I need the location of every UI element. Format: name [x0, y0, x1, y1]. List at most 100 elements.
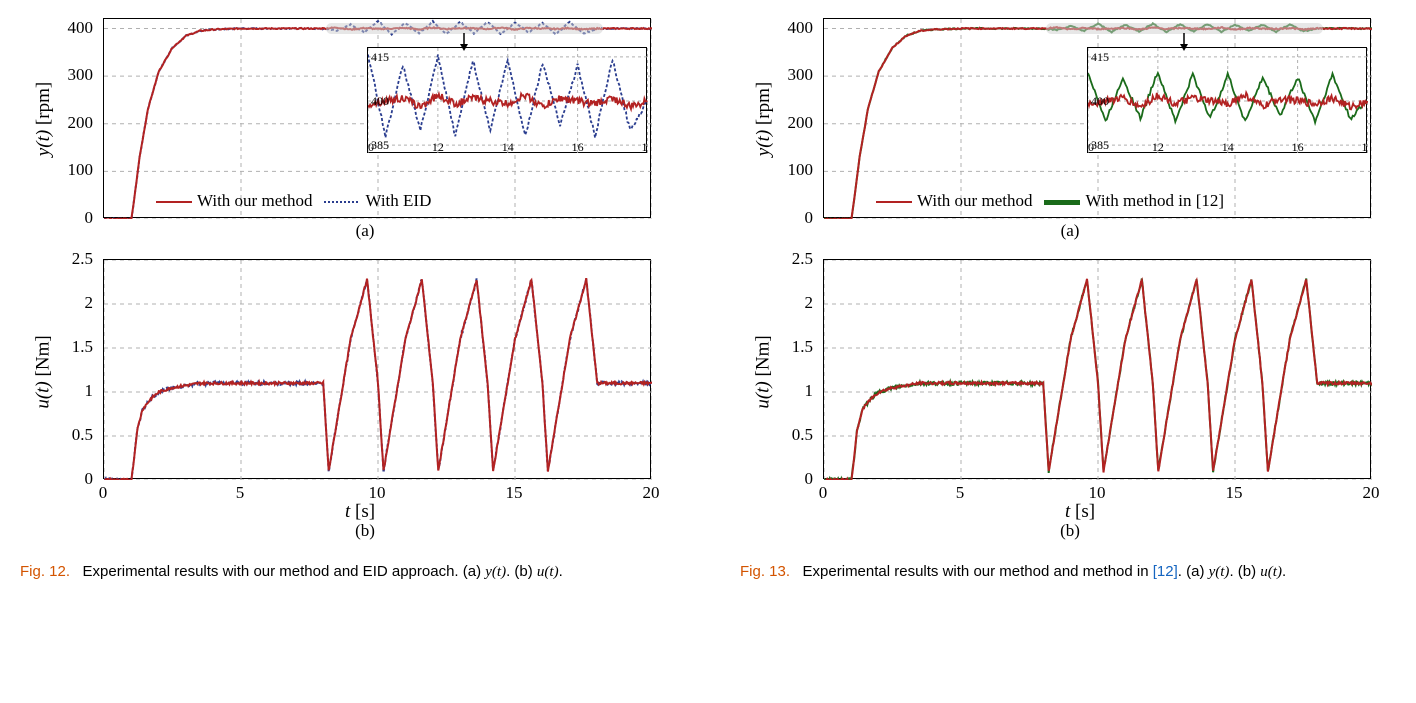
svg-text:400: 400 [371, 94, 389, 108]
subcaption-b-right: (b) [735, 521, 1405, 541]
figure-13: 1012141618385400415 With our method With… [735, 8, 1405, 584]
ytick-label: 300 [788, 65, 814, 85]
xtick-label: 5 [956, 483, 965, 503]
caption-fig12-pre: Experimental results with our method and… [83, 563, 486, 580]
ylabel-a-right: y(t) [rpm] [753, 82, 775, 156]
panel-b-left: u(t) [Nm] t [s] (b) 00.511.522.505101520 [15, 243, 715, 543]
svg-text:16: 16 [1292, 140, 1304, 154]
inset-a-left: 1012141618385400415 [367, 47, 646, 153]
ytick-label: 0 [85, 208, 94, 228]
caption-fig13-post: . (a) [1178, 563, 1209, 580]
inset-svg-a-right: 1012141618385400415 [1088, 48, 1367, 154]
ylabel-b-right-math: u(t) [753, 381, 774, 408]
plot-svg-b-left [104, 260, 652, 480]
panel-b-right: u(t) [Nm] t [s] (b) 0 0.5 1 1.5 2 2.5 0 5 10 15 20 [735, 243, 1405, 543]
ylabel-b-left: u(t) [Nm] [33, 335, 55, 408]
xlabel-b-left-unit: [s] [350, 501, 375, 522]
inset-svg-a-left: 1012141618385400415 [368, 48, 647, 154]
legend-label: With our method [917, 191, 1032, 210]
xtick-label: 15 [506, 483, 523, 503]
legend-label: With our method [197, 191, 312, 210]
legend-label: With EID [365, 191, 431, 210]
ylabel-a-left-math: y(t) [33, 130, 54, 156]
ytick-label: 2.5 [72, 249, 93, 269]
subcaption-a-right: (a) [735, 221, 1405, 241]
subcaption-b-left: (b) [15, 521, 715, 541]
plot-area-b-right [823, 259, 1371, 479]
legend-a-left: With our method With EID [156, 191, 443, 211]
svg-text:12: 12 [432, 140, 444, 154]
caption-fig13-num: Fig. 13. [740, 563, 790, 580]
ytick-label: 0.5 [72, 425, 93, 445]
ylabel-b-right: u(t) [Nm] [753, 335, 775, 408]
caption-fig13-end: . [1282, 563, 1286, 580]
ytick-label: 400 [68, 18, 94, 38]
svg-text:14: 14 [502, 140, 514, 154]
svg-text:16: 16 [572, 140, 584, 154]
caption-fig12-mid: . (b) [506, 563, 537, 580]
ytick-label: 1 [805, 381, 814, 401]
ytick-label: 100 [788, 160, 814, 180]
arrow-down-right [1178, 33, 1190, 51]
ytick-label: 200 [68, 113, 94, 133]
xlabel-b-right-unit: [s] [1070, 501, 1095, 522]
figure-12: 10 12 14 16 18 385 400 415 With our method With… [15, 8, 715, 584]
ytick-label: 0 [805, 469, 814, 489]
svg-text:18: 18 [642, 140, 648, 154]
caption-fig13-ref: [12] [1153, 563, 1178, 580]
ytick-label: 1.5 [792, 337, 813, 357]
xlabel-b-right: t [s] [1065, 501, 1095, 523]
caption-fig13-m1: y(t) [1209, 564, 1230, 580]
xtick-label: 0 [99, 483, 108, 503]
svg-text:18: 18 [1362, 140, 1368, 154]
plot-area-a-right: 1012141618385400415 With our method With… [823, 18, 1371, 218]
plot-area-a-left: 1012141618385400415 With our method With… [103, 18, 651, 218]
caption-fig12: Fig. 12. Experimental results with our m… [15, 561, 715, 584]
xtick-label: 0 [819, 483, 828, 503]
xtick-label: 20 [643, 483, 660, 503]
ytick-label: 2.5 [792, 249, 813, 269]
xtick-label: 15 [1226, 483, 1243, 503]
xtick-label: 10 [369, 483, 386, 503]
xtick-label: 20 [1363, 483, 1380, 503]
caption-fig12-end: . [559, 563, 563, 580]
ylabel-a-right-unit: [rpm] [753, 82, 774, 130]
caption-fig12-m2: u(t) [537, 564, 559, 580]
legend-label: With method in [12] [1085, 191, 1224, 210]
svg-text:12: 12 [1152, 140, 1164, 154]
inset-a-right: 1012141618385400415 [1087, 47, 1366, 153]
svg-text:385: 385 [371, 138, 389, 152]
legend-a-right: With our method With method in [12] [876, 191, 1236, 211]
ytick-label: 2 [805, 293, 814, 313]
svg-text:14: 14 [1222, 140, 1234, 154]
ylabel-b-right-unit: [Nm] [753, 335, 774, 381]
svg-text:400: 400 [1091, 94, 1109, 108]
ytick-label: 0.5 [792, 425, 813, 445]
svg-text:415: 415 [1091, 50, 1109, 64]
xtick-label: 5 [236, 483, 245, 503]
ylabel-a-left-unit: [rpm] [33, 82, 54, 130]
ytick-label: 0 [805, 208, 814, 228]
ylabel-a-right-math: y(t) [753, 130, 774, 156]
arrow-down-left [458, 33, 470, 51]
caption-fig13-m2: u(t) [1260, 564, 1282, 580]
ytick-label: 400 [788, 18, 814, 38]
ytick-label: 200 [788, 113, 814, 133]
svg-text:415: 415 [371, 50, 389, 64]
ytick-label: 2 [85, 293, 94, 313]
panel-a-right: 1012141618385400415 With our method With… [735, 8, 1405, 243]
xtick-label: 10 [1089, 483, 1106, 503]
caption-fig12-num: Fig. 12. [20, 563, 70, 580]
panel-a-left: 1012141618385400415 With our method With… [15, 8, 715, 243]
subcaption-a-left: (a) [15, 221, 715, 241]
caption-fig13: Fig. 13. Experimental results with our m… [735, 561, 1405, 584]
caption-fig12-m1: y(t) [485, 564, 506, 580]
ytick-label: 0 [85, 469, 94, 489]
ylabel-b-left-math: u(t) [33, 381, 54, 408]
svg-text:385: 385 [1091, 138, 1109, 152]
ylabel-b-left-unit: [Nm] [33, 335, 54, 381]
plot-svg-b-right [824, 260, 1372, 480]
ytick-label: 100 [68, 160, 94, 180]
ytick-label: 1.5 [72, 337, 93, 357]
caption-fig13-mid: . (b) [1229, 563, 1260, 580]
